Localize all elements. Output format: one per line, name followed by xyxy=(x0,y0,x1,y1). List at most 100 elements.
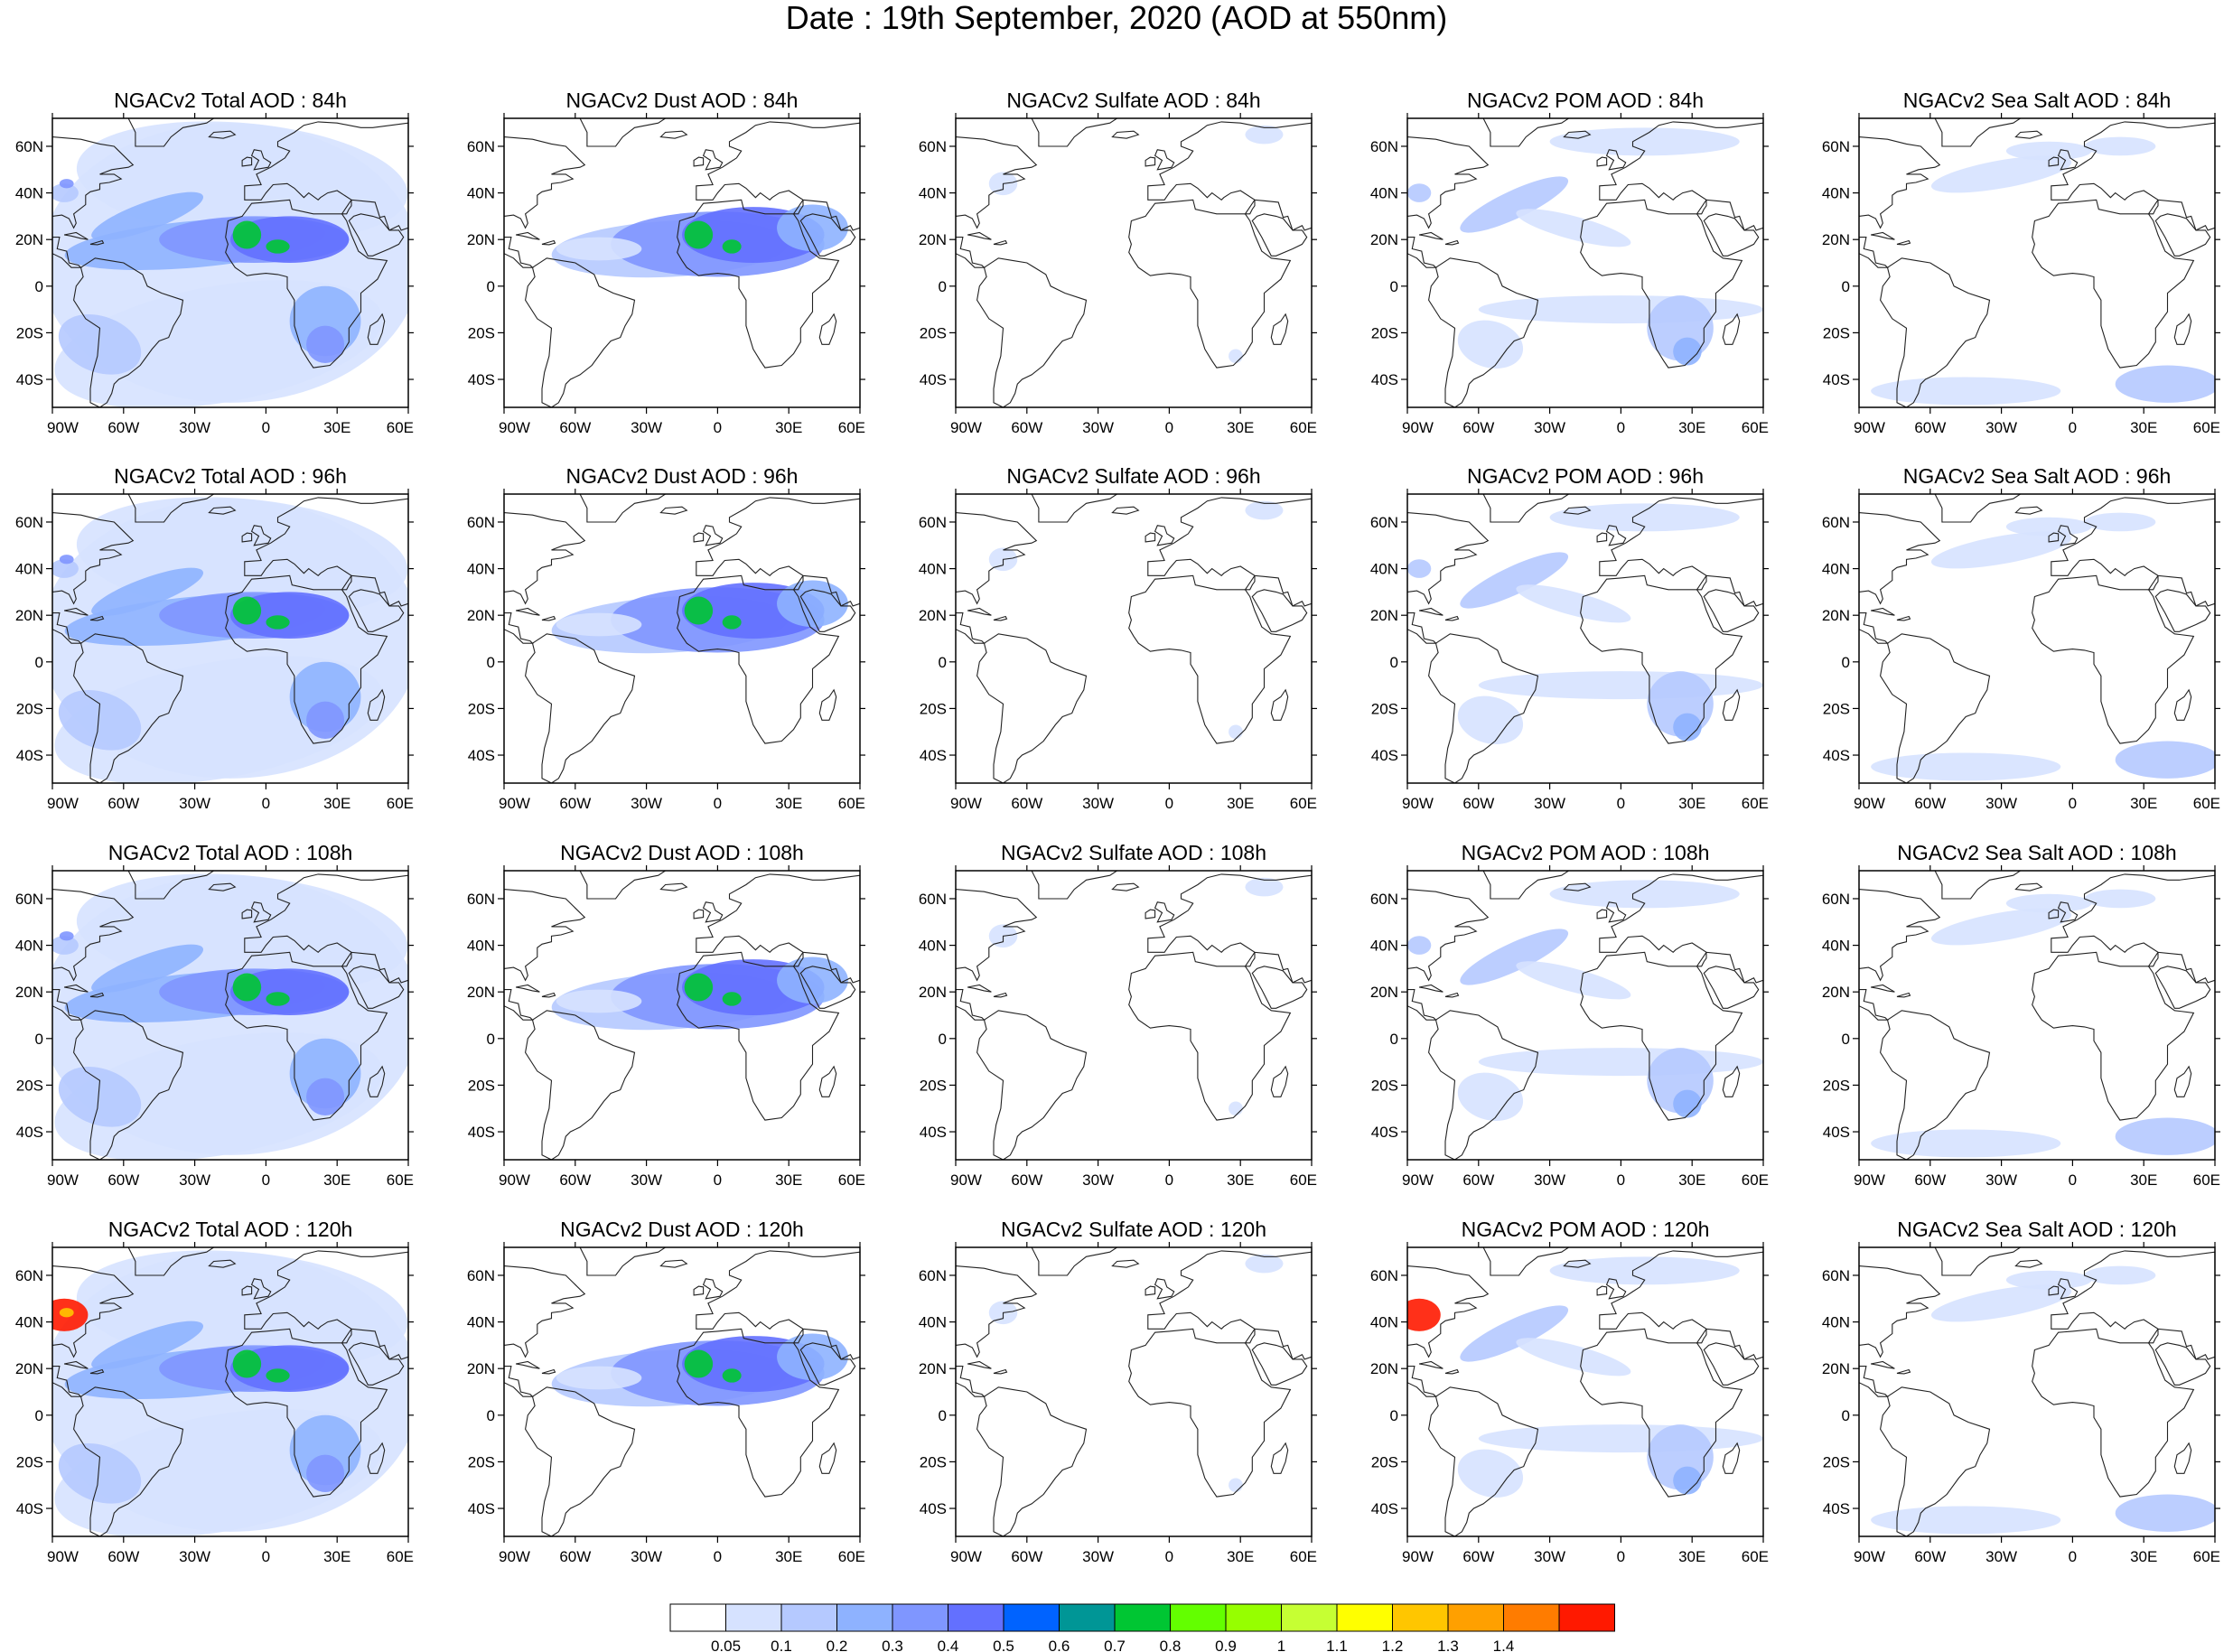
coastline xyxy=(1934,118,2022,147)
aerosol-field xyxy=(58,690,142,751)
coastline xyxy=(515,231,540,240)
lat-tick-label: 20S xyxy=(1371,1077,1398,1094)
coastline xyxy=(52,889,135,982)
coastline xyxy=(799,589,856,632)
coastline xyxy=(89,239,105,246)
coastline xyxy=(1428,1386,1539,1536)
coastline xyxy=(52,612,82,644)
coastline xyxy=(244,121,408,231)
coastline xyxy=(504,1265,586,1358)
map-panel: NGACv2 Sea Salt AOD : 96h 90W 60W 30W 0 30E 60… xyxy=(1822,464,2220,812)
map-frame xyxy=(1406,1246,1764,1537)
coastline xyxy=(1154,525,1175,546)
lon-tick-label: 0 xyxy=(714,1171,722,1189)
lat-tick-label: 60N xyxy=(467,514,495,531)
map-frame xyxy=(1406,117,1764,408)
coastline xyxy=(993,615,1008,621)
coastline xyxy=(2014,1259,2043,1268)
coastline xyxy=(208,506,237,515)
coastline xyxy=(677,199,840,369)
aerosol-field xyxy=(1478,671,1763,700)
panel-title: NGACv2 Sulfate AOD : 96h xyxy=(1006,464,1260,488)
coastline xyxy=(956,612,986,644)
lon-tick-label: 60W xyxy=(559,795,591,812)
coastline xyxy=(1605,525,1627,546)
aerosol-field xyxy=(1516,961,1631,1000)
coastline xyxy=(1031,1247,1118,1276)
coastline xyxy=(1859,889,1941,982)
coastline xyxy=(1599,873,1763,984)
colorbar-swatch xyxy=(1281,1603,1338,1632)
coastline xyxy=(63,984,89,993)
aerosol-field xyxy=(1460,176,1569,233)
coastline xyxy=(1444,1368,1460,1375)
coastline xyxy=(2051,1250,2215,1360)
lon-tick-label: 0 xyxy=(2069,1548,2077,1565)
lon-tick-label: 60E xyxy=(838,1548,865,1565)
coastline xyxy=(696,1250,860,1360)
aerosol-field xyxy=(1457,695,1524,745)
coastline xyxy=(250,149,272,171)
panel-title: NGACv2 Dust AOD : 120h xyxy=(560,1218,804,1241)
coastline xyxy=(1596,909,1608,919)
lon-tick-label: 30W xyxy=(179,795,210,812)
coastline xyxy=(1880,257,1991,407)
lon-tick-label: 0 xyxy=(1165,419,1173,436)
aerosol-field xyxy=(684,596,714,625)
lat-tick-label: 60N xyxy=(1822,1267,1850,1284)
lat-tick-label: 20N xyxy=(15,984,43,1001)
coastline xyxy=(52,237,82,268)
aerosol-field xyxy=(91,191,203,241)
coastline xyxy=(541,615,556,621)
coastline xyxy=(348,1342,405,1386)
lon-tick-label: 60W xyxy=(1462,419,1494,436)
coastline xyxy=(73,1010,184,1160)
lon-tick-label: 30W xyxy=(1082,795,1114,812)
coastline xyxy=(1880,1010,1991,1160)
aerosol-field xyxy=(2005,893,2092,913)
lat-tick-label: 60N xyxy=(1822,891,1850,908)
lat-tick-label: 20N xyxy=(15,1360,43,1377)
aerosol-field xyxy=(59,1308,74,1318)
colorbar-swatch xyxy=(1059,1603,1116,1632)
lat-tick-label: 40N xyxy=(1370,561,1398,578)
coastline xyxy=(956,512,1038,605)
aerosol-field xyxy=(59,931,74,941)
lon-tick-label: 30W xyxy=(1534,419,1565,436)
colorbar-label: 1.3 xyxy=(1437,1638,1459,1652)
coastline xyxy=(956,136,1038,229)
lat-tick-label: 20S xyxy=(468,1077,495,1094)
lon-tick-label: 0 xyxy=(714,1548,722,1565)
lat-tick-label: 0 xyxy=(1842,654,1850,671)
coastline xyxy=(1563,1259,1592,1268)
lon-tick-label: 90W xyxy=(499,419,530,436)
coastline xyxy=(2032,951,2195,1121)
coastline xyxy=(2173,688,2192,721)
panel-title: NGACv2 Total AOD : 120h xyxy=(108,1218,353,1241)
coastline xyxy=(63,1360,89,1369)
coastline xyxy=(696,873,860,984)
colorbar-swatch xyxy=(780,1603,837,1632)
aerosol-field xyxy=(58,1067,142,1127)
coastline xyxy=(504,136,586,229)
lat-tick-label: 40N xyxy=(1370,185,1398,202)
lat-tick-label: 0 xyxy=(487,1407,495,1424)
colorbar-label: 0.1 xyxy=(771,1638,792,1652)
lon-tick-label: 90W xyxy=(47,1171,79,1189)
panel-title: NGACv2 POM AOD : 108h xyxy=(1462,841,1710,864)
coastline xyxy=(1934,494,2022,523)
aerosol-field xyxy=(1245,125,1284,145)
coastline xyxy=(1444,992,1460,998)
coastline xyxy=(52,1265,135,1358)
map-frame xyxy=(955,870,1313,1161)
coastline xyxy=(1896,992,1911,998)
lat-tick-label: 40N xyxy=(1822,561,1850,578)
coastline xyxy=(2048,532,2060,543)
lat-tick-label: 40N xyxy=(1370,1314,1398,1331)
lon-tick-label: 60E xyxy=(2193,1548,2220,1565)
coastline xyxy=(1407,889,1490,982)
aerosol-field xyxy=(1516,584,1631,623)
coastline xyxy=(89,1368,105,1375)
map-panel: NGACv2 POM AOD : 84h 90W 60W 30W 0 30E 60E 60N 4… xyxy=(1370,89,1769,436)
aerosol-field xyxy=(1457,1072,1524,1122)
